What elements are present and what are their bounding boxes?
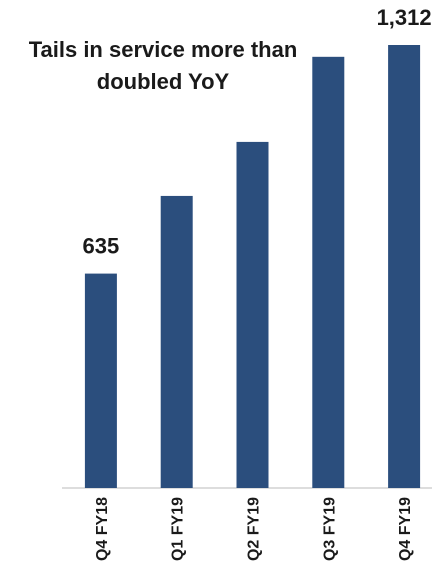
x-tick-label: Q3 FY19 — [321, 497, 338, 561]
value-label: 1,312 — [377, 5, 432, 30]
bar — [388, 45, 421, 488]
bar — [312, 56, 345, 488]
x-tick-label: Q2 FY19 — [246, 497, 263, 561]
value-label: 635 — [83, 234, 120, 259]
bar — [84, 273, 117, 488]
chart-title: Tails in service more than doubled YoY — [28, 37, 298, 94]
x-tick-label: Q4 FY19 — [397, 497, 414, 561]
bar — [160, 195, 193, 488]
bar — [236, 141, 269, 488]
x-tick-label: Q4 FY18 — [94, 497, 111, 561]
x-tick-label: Q1 FY19 — [170, 497, 187, 561]
